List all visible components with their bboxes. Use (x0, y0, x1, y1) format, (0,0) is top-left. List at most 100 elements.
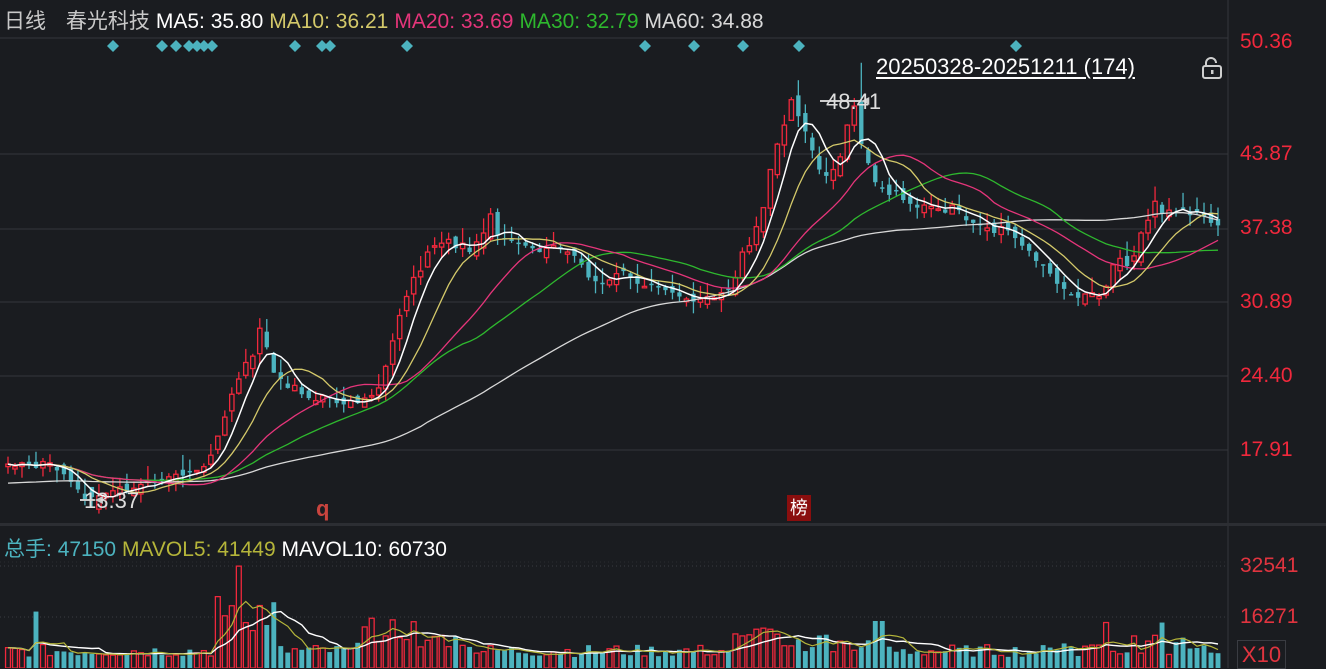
candle-down (1068, 294, 1074, 296)
candle-down (579, 258, 584, 265)
volume-bar-down (187, 649, 193, 668)
candle-up (921, 204, 928, 214)
candle-down (880, 187, 885, 189)
candle-up (641, 285, 648, 289)
volume-bar-up (704, 654, 711, 668)
volume-bar-up (753, 628, 760, 668)
price-axis-tick-5: 17.91 (1240, 438, 1293, 461)
candle-up (445, 238, 452, 244)
volume-bar-up (200, 649, 207, 668)
candle-up (487, 213, 494, 240)
candle-up (417, 270, 424, 278)
candle-up (1096, 295, 1102, 300)
volume-bar-down (278, 646, 284, 668)
date-range-label[interactable]: 20250328-20251211 (174) (876, 54, 1135, 79)
volume-bar-up (214, 595, 221, 668)
volume-bar-down (1075, 656, 1081, 668)
candle-up (746, 245, 753, 253)
volume-bar-up (410, 621, 417, 668)
candle-down (1012, 226, 1018, 239)
volume-bar-down (1208, 652, 1214, 668)
volume-bar-down (649, 646, 654, 668)
candle-up (222, 416, 228, 436)
price-axis-tick-1: 43.87 (1240, 142, 1293, 165)
volume-bar-up (543, 654, 550, 668)
candle-down (82, 493, 88, 500)
volume-bar-down (1173, 642, 1179, 668)
candle-up (1145, 219, 1151, 234)
volume-bar-down (991, 654, 997, 668)
candle-down (278, 372, 283, 380)
volume-bar-up (1109, 650, 1117, 668)
unlock-icon[interactable] (1202, 57, 1222, 79)
signal-diamond-icon (198, 40, 210, 52)
volume-bar-up (18, 648, 26, 668)
volume-bar-down (68, 652, 74, 668)
volume-bar-down (1194, 647, 1200, 668)
volume-bar-up (235, 565, 242, 668)
volume-bar-down (593, 652, 598, 668)
candle-down (572, 247, 577, 256)
candle-up (375, 387, 382, 396)
volume-bar-up (830, 651, 837, 668)
volume-bar-up (256, 604, 263, 668)
candle-down (656, 285, 661, 288)
candle-up (606, 279, 613, 286)
q-event-marker[interactable]: q (316, 496, 330, 521)
candle-up (249, 355, 256, 370)
candle-down (453, 236, 458, 249)
volume-bar-down (1054, 650, 1060, 668)
volume-bar-up (788, 645, 795, 668)
volume-legend: 总手: 47150 MAVOL5: 41449 MAVOL10: 60730 (4, 533, 447, 563)
volume-bar-up (921, 654, 928, 668)
candle-up (760, 206, 767, 233)
volume-bar-down (467, 646, 473, 668)
volume-bar-down (977, 646, 983, 668)
volume-bar-up (739, 635, 746, 668)
volume-bar-up (1130, 635, 1138, 668)
volume-bar-up (1096, 644, 1103, 668)
volume-bar-up (46, 654, 54, 668)
volume-bar-down (159, 654, 165, 668)
candle-down (26, 461, 32, 466)
volume-bar-down (327, 652, 333, 668)
candle-up (753, 226, 760, 246)
price-axis-tick-0: 50.36 (1240, 30, 1293, 53)
volume-bar-down (635, 644, 640, 668)
volume-bar-down (264, 625, 270, 668)
volume-bar-up (39, 643, 47, 668)
volume-bar-up (641, 655, 648, 668)
candle-up (1131, 255, 1137, 262)
volume-bar-up (347, 647, 354, 668)
signal-diamond-icon (793, 40, 805, 52)
volume-bar-down (676, 649, 682, 668)
candle-up (564, 251, 571, 255)
candle-up (347, 399, 354, 409)
period-label[interactable]: 日线 (4, 10, 46, 33)
candle-up (830, 168, 837, 182)
volume-multiplier-button[interactable]: X10 (1237, 640, 1286, 669)
candle-down (89, 486, 95, 498)
ranking-list-marker[interactable]: 榜 (787, 495, 811, 521)
candle-up (851, 105, 858, 126)
volume-bar-down (530, 655, 536, 668)
candle-down (1124, 255, 1130, 267)
volume-bar-down (285, 652, 291, 668)
candle-down (285, 383, 290, 388)
volume-bar-up (312, 645, 319, 668)
candle-down (299, 387, 304, 395)
candle-up (984, 227, 991, 232)
volume-bar-up (382, 635, 389, 668)
volume-bar-down (61, 651, 67, 668)
candle-down (523, 242, 528, 246)
volume-bar-down (1005, 656, 1011, 668)
volume-bar-down (341, 647, 347, 668)
candle-down (824, 172, 829, 176)
volume-bar-down (670, 655, 675, 668)
volume-bar-up (445, 646, 452, 668)
candle-down (1194, 209, 1200, 212)
volume-bar-down (1180, 637, 1186, 668)
candle-down (593, 275, 598, 282)
candle-up (194, 469, 200, 473)
